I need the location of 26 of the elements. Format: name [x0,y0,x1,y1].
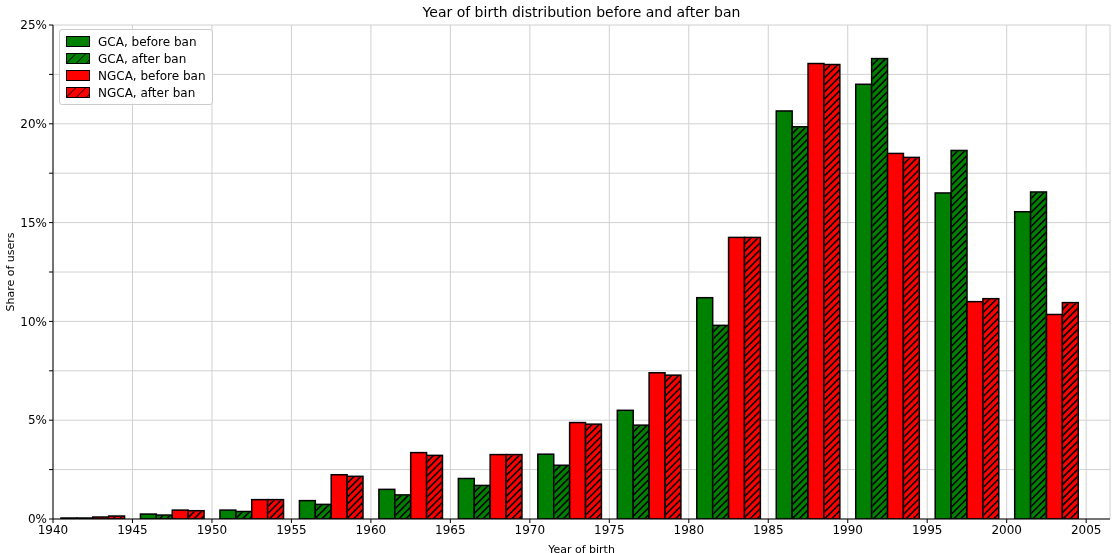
x-tick-label: 1960 [355,522,387,537]
x-tick-label: 2000 [991,522,1022,537]
x-tick-label: 1975 [594,522,625,537]
x-tick-label: 1945 [117,522,148,537]
y-tick-label: 10% [20,314,47,329]
x-tick-label: 1965 [435,522,466,537]
y-tick-label: 5% [27,413,47,428]
legend-label: GCA, before ban [98,34,197,49]
y-tick-label: 20% [20,117,47,132]
x-tick-label: 2005 [1070,522,1102,537]
x-tick-label: 1980 [673,522,705,537]
x-axis-title: Year of birth [547,543,615,553]
legend-label: GCA, after ban [98,51,187,66]
y-tick-label: 25% [20,18,47,33]
x-tick-label: 1955 [276,522,307,537]
x-tick-label: 1990 [832,522,864,537]
x-tick-label: 1940 [37,522,69,537]
chart-title: Year of birth distribution before and after ban [421,4,742,20]
x-tick-label: 1970 [514,522,546,537]
y-tick-label: 15% [20,215,47,230]
legend-label: NGCA, before ban [98,68,206,83]
x-tick-label: 1950 [196,522,228,537]
y-axis-title: Share of users [3,232,17,312]
x-tick-label: 1985 [752,522,784,537]
x-tick-label: 1995 [911,522,943,537]
legend-label: NGCA, after ban [98,85,196,100]
